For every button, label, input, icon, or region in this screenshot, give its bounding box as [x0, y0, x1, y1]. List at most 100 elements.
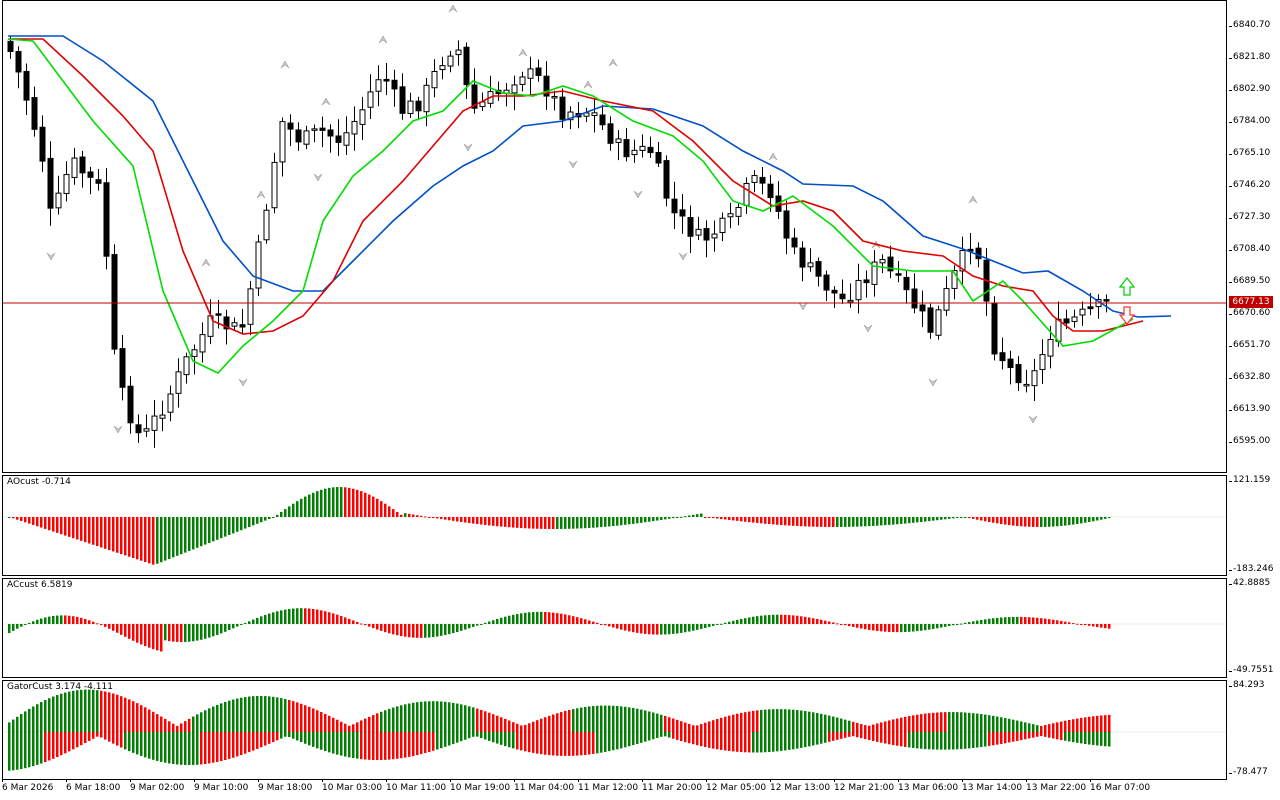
- candle-body: [223, 316, 230, 330]
- histogram-bar: [320, 489, 323, 517]
- histogram-bar: [588, 620, 591, 624]
- histogram-bar: [368, 494, 371, 517]
- histogram-bar: [848, 517, 851, 527]
- gator-upper-bar: [400, 705, 403, 732]
- gator-upper-bar: [564, 710, 567, 732]
- gator-lower-bar: [1084, 732, 1087, 744]
- histogram-bar: [1064, 621, 1067, 624]
- gator-lower-bar: [752, 732, 755, 753]
- histogram-bar: [156, 517, 159, 564]
- ac-pane[interactable]: ACcust 6.5819: [2, 578, 1227, 678]
- gator-upper-bar: [512, 722, 515, 732]
- histogram-bar: [340, 487, 343, 517]
- histogram-bar: [432, 624, 435, 638]
- gator-upper-bar: [584, 706, 587, 732]
- price-scale[interactable]: 6840.70 6821.80 6802.90 6784.00 6765.10 6746.…: [1228, 0, 1280, 473]
- histogram-bar: [480, 517, 483, 525]
- gator-lower-bar: [1016, 732, 1019, 741]
- gator-upper-bar: [320, 712, 323, 732]
- histogram-bar: [664, 517, 667, 520]
- gator-upper-bar: [980, 714, 983, 732]
- ao-pane[interactable]: AOcust -0.714: [2, 475, 1227, 576]
- gator-upper-bar: [128, 699, 131, 732]
- gator-upper-bar: [152, 711, 155, 732]
- gator-lower-bar: [884, 732, 887, 744]
- gator-lower-bar: [296, 732, 299, 741]
- gator-lower-bar: [964, 732, 967, 749]
- ao-histogram: [3, 487, 1226, 565]
- gator-lower-bar: [96, 732, 99, 737]
- gator-upper-bar: [136, 703, 139, 732]
- gator-upper-bar: [604, 705, 607, 732]
- fractal-down-icon: [113, 425, 123, 434]
- gator-upper-bar: [912, 715, 915, 732]
- histogram-bar: [884, 517, 887, 526]
- histogram-bar: [548, 612, 551, 624]
- gator-lower-bar: [836, 732, 839, 740]
- gator-lower-bar: [724, 732, 727, 751]
- histogram-bar: [408, 624, 411, 638]
- gator-upper-bar: [692, 725, 695, 732]
- histogram-bar: [160, 517, 163, 563]
- fractal-down-icon: [863, 324, 873, 333]
- gator-lower-bar: [156, 732, 159, 761]
- gator-lower-bar: [224, 732, 227, 761]
- time-axis[interactable]: 6 Mar 2026 6 Mar 18:00 9 Mar 02:00 9 Mar 10…: [0, 779, 1228, 800]
- main-chart-pane[interactable]: [2, 0, 1227, 473]
- histogram-bar: [304, 608, 307, 624]
- gator-upper-bar: [288, 700, 291, 732]
- gator-upper-bar: [736, 713, 739, 732]
- histogram-bar: [88, 517, 91, 544]
- candle-body: [567, 111, 574, 121]
- lips-line: [7, 38, 1134, 374]
- histogram-bar: [1020, 517, 1023, 527]
- histogram-bar: [352, 620, 355, 624]
- histogram-bar: [852, 624, 855, 627]
- histogram-bar: [748, 517, 751, 523]
- gator-lower-bar: [928, 732, 931, 750]
- histogram-bar: [672, 517, 675, 519]
- ac-max-label: 42.8885: [1228, 578, 1271, 588]
- histogram-bar: [24, 624, 27, 625]
- histogram-bar: [564, 614, 567, 624]
- gator-lower-bar: [288, 732, 291, 737]
- histogram-bar: [452, 517, 455, 521]
- candle-body: [71, 157, 78, 178]
- gator-pane[interactable]: GatorCust 3.174 -4.111: [2, 680, 1227, 780]
- gator-lower-bar: [1104, 732, 1107, 747]
- gator-upper-bar: [956, 712, 959, 732]
- gator-upper-bar: [1012, 719, 1015, 732]
- gator-upper-bar: [204, 710, 207, 732]
- histogram-bar: [600, 517, 603, 528]
- gator-lower-bar: [396, 732, 399, 759]
- gator-lower-bar: [44, 732, 47, 763]
- histogram-bar: [100, 624, 103, 626]
- gator-lower-bar: [744, 732, 747, 753]
- candle-body: [15, 51, 22, 73]
- price-chart[interactable]: [3, 1, 1227, 473]
- histogram-bar: [1048, 619, 1051, 624]
- gator-lower-bar: [568, 732, 571, 756]
- gator-lower-bar: [240, 732, 243, 756]
- gator-lower-bar: [636, 732, 639, 745]
- candle-body: [183, 356, 190, 376]
- candle-body: [735, 207, 742, 217]
- gator-upper-bar: [196, 714, 199, 732]
- histogram-bar: [208, 517, 211, 543]
- gator-upper-bar: [372, 715, 375, 732]
- histogram-bar: [736, 619, 739, 624]
- histogram-bar: [556, 517, 559, 529]
- histogram-bar: [936, 517, 939, 521]
- histogram-bar: [636, 624, 639, 633]
- histogram-bar: [424, 516, 427, 518]
- histogram-bar: [80, 617, 83, 624]
- histogram-bar: [64, 615, 67, 624]
- gator-upper-bar: [828, 715, 831, 732]
- histogram-bar: [768, 614, 771, 624]
- histogram-bar: [372, 496, 375, 517]
- histogram-bar: [904, 517, 907, 524]
- gator-upper-bar: [948, 712, 951, 732]
- gator-lower-bar: [228, 732, 231, 759]
- gator-upper-bar: [12, 719, 15, 732]
- gator-lower-bar: [828, 732, 831, 742]
